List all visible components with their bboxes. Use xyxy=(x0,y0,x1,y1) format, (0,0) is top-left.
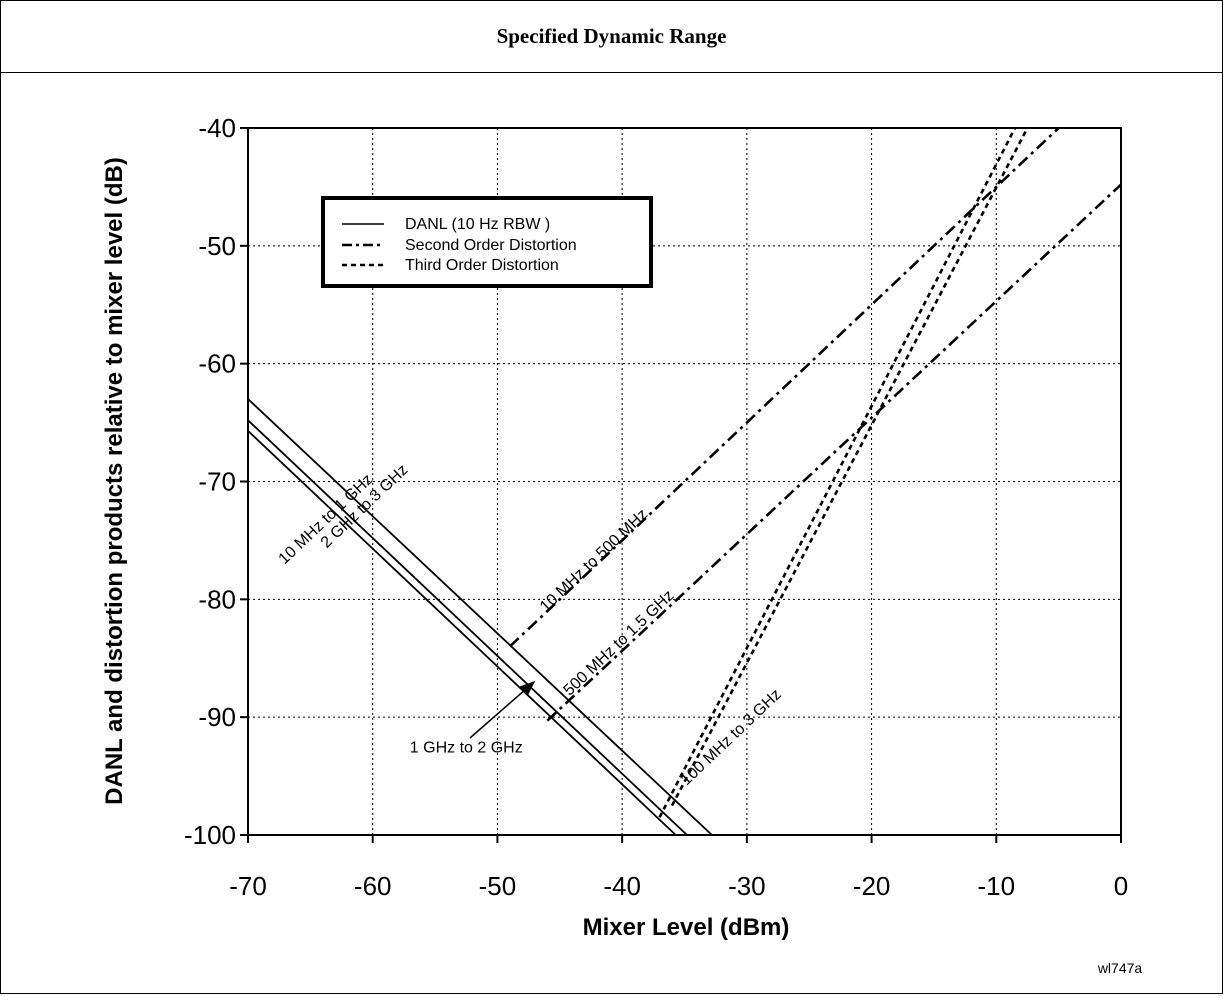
x-tick-label: -20 xyxy=(853,871,891,901)
y-tick-label: -90 xyxy=(198,702,236,732)
x-tick-labels: -70 -60 -50 -40 -30 -20 -10 0 xyxy=(229,835,1128,901)
series-line xyxy=(670,128,1029,807)
y-tick-label: -70 xyxy=(198,467,236,497)
x-tick-label: -40 xyxy=(603,871,641,901)
x-tick-label: -50 xyxy=(479,871,517,901)
x-tick-label: 0 xyxy=(1114,871,1128,901)
series-line xyxy=(546,183,1121,722)
y-tick-label: -80 xyxy=(198,584,236,614)
series-group xyxy=(248,128,1121,835)
x-tick-label: -60 xyxy=(354,871,392,901)
y-tick-label: -50 xyxy=(198,231,236,261)
series-annotation: 100 MHz to 3 GHz xyxy=(678,686,785,789)
figure-id: wl747a xyxy=(1097,960,1143,976)
figure-title-bar: Specified Dynamic Range xyxy=(0,0,1223,73)
x-axis-label: Mixer Level (dBm) xyxy=(583,914,790,941)
legend-label: Second Order Distortion xyxy=(405,237,577,254)
series-line xyxy=(248,398,713,835)
legend-label: Third Order Distortion xyxy=(405,257,559,274)
series-annotation: 1 GHz to 2 GHz xyxy=(410,740,523,757)
y-tick-label: -40 xyxy=(198,113,236,143)
series-line xyxy=(248,430,677,835)
series-line xyxy=(248,419,688,835)
y-tick-label: -60 xyxy=(198,349,236,379)
y-tick-label: -100 xyxy=(184,820,236,850)
series-line xyxy=(509,128,1060,648)
y-axis-label: DANL and distortion products relative to… xyxy=(101,157,128,805)
y-tick-labels: -40 -50 -60 -70 -80 -90 -100 xyxy=(184,113,248,850)
series-annotation: 500 MHz to 1.5 GHz xyxy=(561,587,678,699)
figure-title: Specified Dynamic Range xyxy=(496,23,727,48)
legend-box xyxy=(321,196,653,288)
legend: DANL (10 Hz RBW ) Second Order Distortio… xyxy=(321,196,653,288)
legend-label: DANL (10 Hz RBW ) xyxy=(405,216,550,233)
series-line xyxy=(658,128,1017,818)
x-tick-label: -10 xyxy=(977,871,1015,901)
x-tick-label: -30 xyxy=(728,871,766,901)
annotation-arrow xyxy=(469,681,536,739)
x-tick-label: -70 xyxy=(229,871,267,901)
